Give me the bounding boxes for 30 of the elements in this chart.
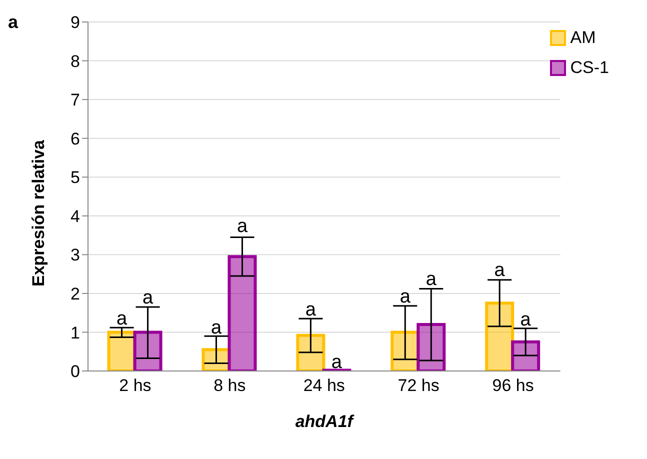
data-label: a [116, 308, 128, 330]
y-tick-label: 5 [70, 168, 80, 188]
legend-label: AM [570, 28, 596, 48]
text: a [8, 12, 18, 33]
y-tick-label: 3 [70, 246, 80, 265]
y-tick-label: 6 [70, 129, 80, 148]
x-tick-label: 8 hs [214, 376, 246, 396]
y-tick-label: 9 [70, 13, 80, 32]
x-tick-label: 96 hs [492, 376, 534, 396]
x-tick-label: 24 hs [303, 376, 345, 396]
y-axis-title: Expresión relativa [29, 139, 48, 286]
data-label: a [426, 268, 437, 290]
y-tick-label: 1 [70, 323, 80, 342]
data-label: a [210, 317, 222, 338]
data-label: a [494, 260, 506, 281]
legend-label: CS-1 [570, 58, 609, 78]
data-label: a [142, 288, 154, 309]
y-tick-label: 2 [70, 284, 80, 304]
data-label: a [400, 286, 411, 308]
data-label: a [331, 352, 342, 374]
y-tick-label: 8 [70, 52, 80, 71]
y-tick-label: 4 [70, 206, 80, 226]
x-tick-label: 2 hs [119, 376, 152, 396]
y-tick-label: 0 [70, 362, 80, 382]
x-tick-label: 72 hs [398, 376, 440, 396]
data-label: a [236, 216, 248, 238]
x-axis-title: ahdA1f [295, 412, 356, 431]
y-tick-label: 7 [70, 90, 80, 110]
data-label: a [305, 299, 316, 320]
data-label: a [520, 309, 532, 330]
